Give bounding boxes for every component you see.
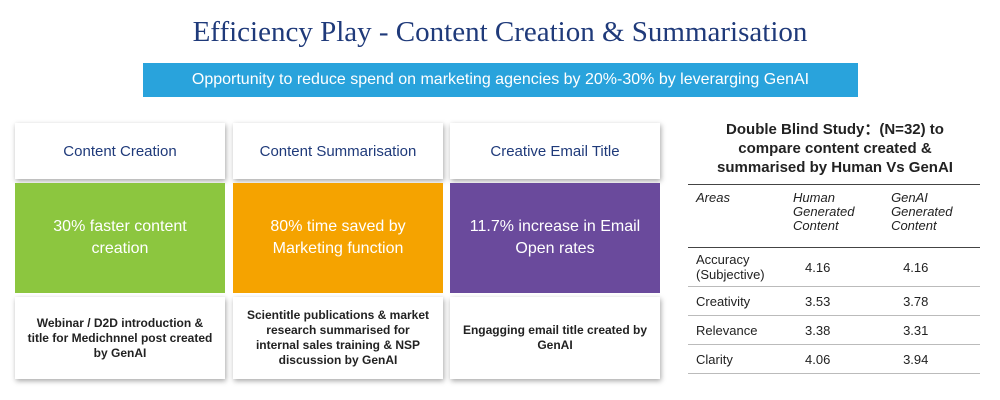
table-row: Accuracy (Subjective) 4.16 4.16 xyxy=(688,247,980,287)
column-header: Human Generated Content xyxy=(785,184,884,248)
card-highlight: 80% time saved by Marketing function xyxy=(233,183,443,293)
score-cell: 3.94 xyxy=(883,344,980,374)
card: Content Creation 30% faster content creat… xyxy=(15,123,225,379)
area-cell: Relevance xyxy=(688,315,786,345)
study-title: Double Blind Study：(N=32) to compare con… xyxy=(717,121,953,176)
card-description: Webinar / D2D introduction & title for M… xyxy=(15,297,225,379)
header-row: Areas Human Generated Content GenAI Genera… xyxy=(688,184,980,248)
area-cell: Accuracy (Subjective) xyxy=(688,247,786,287)
table-row: Relevance 3.38 3.31 xyxy=(688,315,980,345)
card: Content Summarisation 80% time saved by M… xyxy=(233,123,443,379)
score-cell: 4.06 xyxy=(785,344,884,374)
column-header: Areas xyxy=(688,184,786,248)
card-description: Scientitle publications & market researc… xyxy=(233,297,443,379)
score-cell: 3.53 xyxy=(785,286,884,316)
column-header: GenAI Generated Content xyxy=(883,184,980,248)
card-highlight: 30% faster content creation xyxy=(15,183,225,293)
card-highlight: 11.7% increase in Email Open rates xyxy=(450,183,660,293)
card: Creative Email Title 11.7% increase in Em… xyxy=(450,123,660,379)
card-heading: Creative Email Title xyxy=(450,123,660,179)
card-heading: Content Summarisation xyxy=(233,123,443,179)
subtitle-banner: Opportunity to reduce spend on marketing… xyxy=(143,63,858,97)
table-row: Clarity 4.06 3.94 xyxy=(688,344,980,374)
table-body: Accuracy (Subjective) 4.16 4.16 Creativity 3… xyxy=(688,247,980,374)
score-cell: 3.38 xyxy=(785,315,884,345)
card-heading: Content Creation xyxy=(15,123,225,179)
table-row: Creativity 3.53 3.78 xyxy=(688,286,980,316)
score-cell: 4.16 xyxy=(785,247,884,287)
score-cell: 3.78 xyxy=(883,286,980,316)
score-cell: 4.16 xyxy=(883,247,980,287)
study-table: Areas Human Generated Content GenAI Genera… xyxy=(688,184,980,374)
area-cell: Creativity xyxy=(688,286,786,316)
score-cell: 3.31 xyxy=(883,315,980,345)
title: Efficiency Play - Content Creation & Sum… xyxy=(192,16,808,48)
card-description: Engagging email title created by GenAI xyxy=(450,297,660,379)
area-cell: Clarity xyxy=(688,344,786,374)
